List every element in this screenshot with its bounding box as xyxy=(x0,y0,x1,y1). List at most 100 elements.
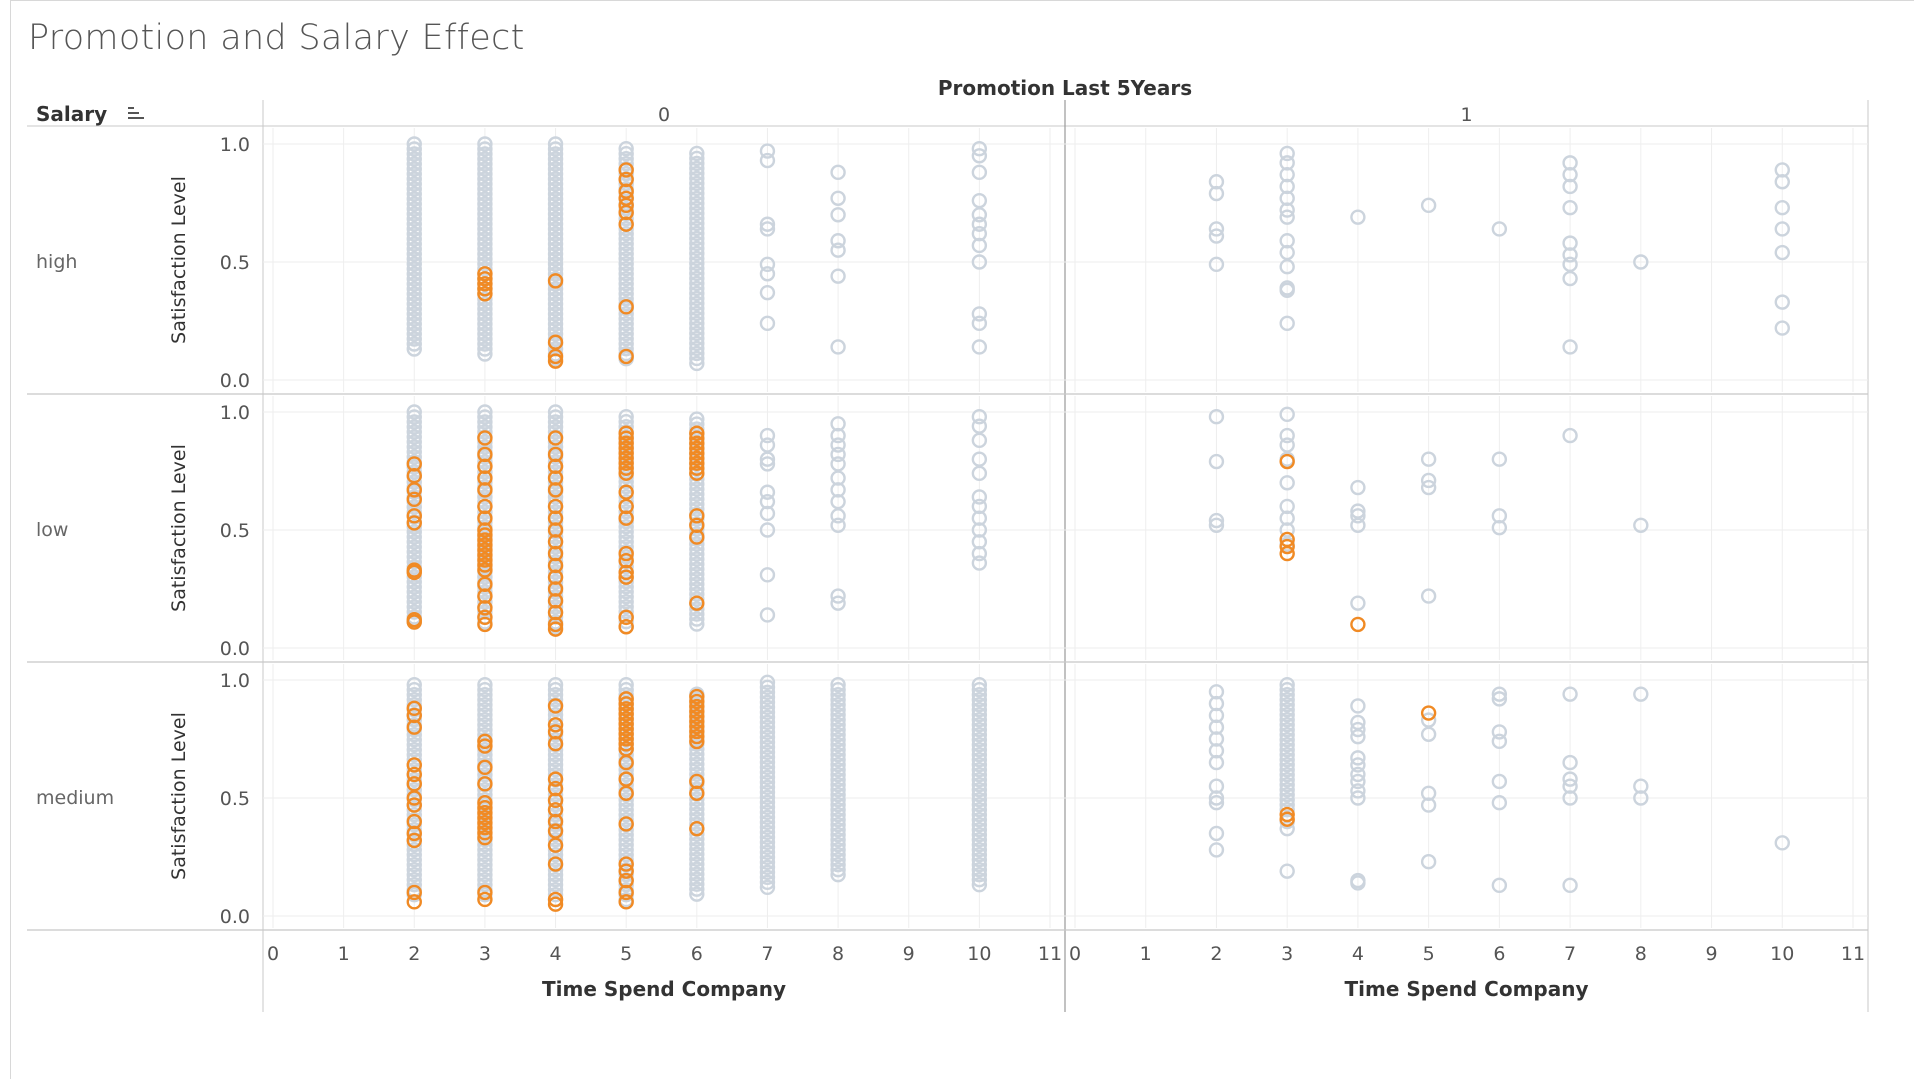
scatter-point-orange xyxy=(547,482,564,498)
scatter-point-gray xyxy=(406,281,422,297)
scatter-point-gray xyxy=(406,221,422,237)
scatter-point-gray xyxy=(1350,783,1366,799)
scatter-point-gray xyxy=(1350,773,1366,790)
scatter-point-gray xyxy=(406,161,422,177)
scatter-point-gray xyxy=(759,709,776,726)
y-tick-label: 0.0 xyxy=(220,638,250,660)
scatter-point-gray xyxy=(618,747,634,763)
scatter-point-gray xyxy=(971,339,988,355)
scatter-point-gray xyxy=(830,797,846,813)
scatter-point-gray xyxy=(547,206,564,222)
scatter-point-gray xyxy=(547,186,564,202)
scatter-point-gray xyxy=(759,869,776,886)
scatter-point-orange xyxy=(406,482,422,498)
scatter-point-orange xyxy=(689,440,705,456)
scatter-point-gray xyxy=(759,864,776,881)
scatter-point-gray xyxy=(689,496,705,512)
scatter-point-orange xyxy=(547,458,564,474)
scatter-point-gray xyxy=(830,862,846,878)
scatter-point-orange xyxy=(618,425,634,441)
x-tick-label: 1 xyxy=(1140,943,1152,965)
scatter-point-gray xyxy=(547,419,564,435)
scatter-point-orange xyxy=(618,455,634,471)
scatter-point-gray xyxy=(547,752,564,768)
scatter-point-gray xyxy=(1491,508,1508,524)
scatter-point-orange xyxy=(618,445,634,461)
scatter-point-gray xyxy=(618,146,634,162)
scatter-point-gray xyxy=(689,756,705,772)
scatter-point-gray xyxy=(618,414,634,430)
x-tick-label: 7 xyxy=(761,943,773,965)
scatter-point-gray xyxy=(1279,742,1295,758)
scatter-point-gray xyxy=(689,836,705,852)
scatter-point-gray xyxy=(547,599,564,615)
scatter-point-gray xyxy=(547,241,564,257)
scatter-point-orange xyxy=(618,816,634,832)
scatter-point-gray xyxy=(547,504,564,520)
scatter-point-gray xyxy=(971,762,988,778)
scatter-point-gray xyxy=(971,697,988,713)
scatter-point-orange xyxy=(406,707,422,724)
scatter-point-orange xyxy=(477,430,493,446)
scatter-point-gray xyxy=(477,857,493,873)
scatter-point-gray xyxy=(1279,702,1295,718)
scatter-point-orange xyxy=(477,537,493,553)
scatter-point-orange xyxy=(689,718,705,735)
scatter-point-gray xyxy=(971,742,988,758)
scatter-point-gray xyxy=(971,682,988,698)
scatter-point-gray xyxy=(1350,517,1366,533)
scatter-point-gray xyxy=(477,191,493,207)
scatter-point-gray xyxy=(547,201,564,217)
scatter-point-gray xyxy=(689,255,705,272)
scatter-point-gray xyxy=(759,799,776,816)
scatter-point-orange xyxy=(406,564,422,581)
scatter-point-gray xyxy=(830,482,846,498)
scatter-point-gray xyxy=(547,747,564,763)
scatter-point-gray xyxy=(689,185,705,202)
scatter-point-gray xyxy=(477,727,493,743)
scatter-point-gray xyxy=(1350,875,1366,891)
scatter-point-gray xyxy=(618,226,634,242)
scatter-point-gray xyxy=(406,186,422,202)
scatter-point-gray xyxy=(477,146,493,162)
scatter-point-orange xyxy=(618,696,634,712)
scatter-point-gray xyxy=(1279,510,1295,526)
scatter-point-gray xyxy=(618,832,634,848)
scatter-point-gray xyxy=(1279,767,1295,783)
scatter-point-gray xyxy=(689,275,705,292)
scatter-point-gray xyxy=(1350,508,1366,524)
scatter-point-gray xyxy=(1350,721,1366,738)
scatter-point-orange xyxy=(618,701,634,717)
scatter-point-gray xyxy=(759,694,776,711)
scatter-point-gray xyxy=(1774,221,1790,237)
scatter-point-gray xyxy=(547,762,564,778)
scatter-point-gray xyxy=(406,241,422,257)
scatter-point-gray xyxy=(406,409,422,425)
scatter-point-gray xyxy=(477,206,493,222)
scatter-point-orange xyxy=(477,891,493,908)
scatter-point-orange xyxy=(618,197,634,214)
scatter-point-gray xyxy=(689,571,705,587)
y-tick-label: 0.0 xyxy=(220,906,250,928)
scatter-point-gray xyxy=(1208,743,1225,759)
y-tick-label: 1.0 xyxy=(220,670,250,692)
scatter-point-gray xyxy=(618,276,634,292)
scatter-point-gray xyxy=(477,186,493,202)
scatter-point-gray xyxy=(1350,595,1366,611)
scatter-point-gray xyxy=(1633,517,1649,533)
scatter-point-gray xyxy=(830,732,846,748)
scatter-point-gray xyxy=(759,734,776,751)
scatter-point-gray xyxy=(618,827,634,843)
scatter-point-orange xyxy=(477,805,493,821)
scatter-point-gray xyxy=(477,296,493,312)
scatter-point-gray xyxy=(689,190,705,207)
scatter-point-gray xyxy=(971,722,988,738)
scatter-point-orange xyxy=(477,552,493,568)
scatter-point-gray xyxy=(971,489,988,505)
scatter-point-gray xyxy=(547,529,564,545)
scatter-point-orange xyxy=(547,698,564,714)
scatter-point-gray xyxy=(759,819,776,836)
scatter-point-gray xyxy=(971,777,988,793)
scatter-point-gray xyxy=(547,414,564,430)
scatter-point-gray xyxy=(1491,686,1508,702)
